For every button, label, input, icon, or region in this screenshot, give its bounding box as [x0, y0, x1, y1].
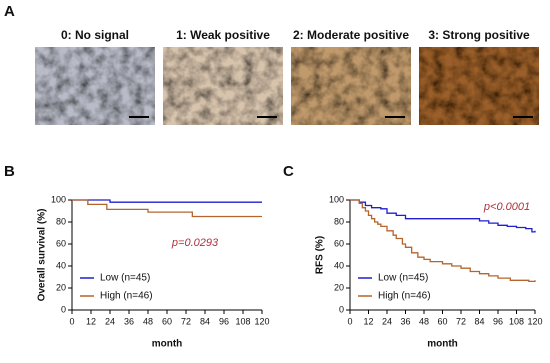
legend-label: High (n=46) — [378, 291, 431, 302]
x-tick-label: 120 — [254, 316, 269, 326]
y-tick-label: 60 — [334, 238, 344, 248]
y-tick-label: 0 — [61, 304, 66, 314]
y-tick-label: 100 — [329, 194, 344, 204]
x-tick-label: 12 — [363, 316, 373, 326]
image-caption: 1: Weak positive — [176, 28, 270, 42]
y-tick-label: 80 — [334, 216, 344, 226]
x-tick-label: 0 — [347, 316, 352, 326]
panel-label: A — [4, 3, 15, 20]
x-tick-label: 36 — [124, 316, 134, 326]
image-caption: 2: Moderate positive — [293, 28, 409, 42]
x-tick-label: 0 — [69, 316, 74, 326]
x-tick-label: 24 — [105, 316, 115, 326]
survival-curve — [72, 199, 262, 203]
survival-curve — [350, 199, 536, 233]
x-tick-label: 12 — [86, 316, 96, 326]
x-axis-title: month — [427, 339, 458, 350]
histology-image — [163, 47, 283, 125]
x-tick-label: 84 — [200, 316, 210, 326]
annotation: p<0.0001 — [483, 201, 530, 213]
survival-curve — [72, 199, 262, 218]
x-tick-label: 96 — [219, 316, 229, 326]
x-tick-label: 108 — [235, 316, 250, 326]
histology-image — [419, 47, 539, 125]
x-tick-label: 48 — [419, 316, 429, 326]
x-tick-label: 108 — [509, 316, 524, 326]
image-caption: 0: No signal — [61, 28, 129, 42]
x-tick-label: 96 — [493, 316, 503, 326]
x-tick-label: 60 — [162, 316, 172, 326]
legend-label: Low (n=45) — [100, 273, 150, 284]
annotation: p=0.0293 — [171, 237, 219, 249]
y-axis-title: Overall survival (%) — [37, 209, 48, 302]
survival-curve — [350, 199, 536, 283]
panel-label: C — [283, 163, 294, 180]
y-tick-label: 40 — [334, 260, 344, 270]
legend-label: Low (n=45) — [378, 273, 428, 284]
x-tick-label: 48 — [143, 316, 153, 326]
x-tick-label: 120 — [527, 316, 542, 326]
x-tick-label: 36 — [400, 316, 410, 326]
image-caption: 3: Strong positive — [428, 28, 530, 42]
x-axis-title: month — [152, 339, 183, 350]
histology-image — [35, 47, 155, 125]
x-tick-label: 24 — [382, 316, 392, 326]
y-tick-label: 40 — [56, 260, 66, 270]
legend-label: High (n=46) — [100, 291, 153, 302]
y-tick-label: 100 — [51, 194, 66, 204]
y-tick-label: 80 — [56, 216, 66, 226]
y-tick-label: 60 — [56, 238, 66, 248]
histology-image — [291, 47, 411, 125]
y-tick-label: 0 — [339, 304, 344, 314]
x-tick-label: 72 — [181, 316, 191, 326]
x-tick-label: 60 — [437, 316, 447, 326]
x-tick-label: 84 — [474, 316, 484, 326]
y-tick-label: 20 — [56, 282, 66, 292]
x-tick-label: 72 — [456, 316, 466, 326]
y-tick-label: 20 — [334, 282, 344, 292]
y-axis-title: RFS (%) — [315, 236, 326, 274]
panel-label: B — [4, 163, 15, 180]
